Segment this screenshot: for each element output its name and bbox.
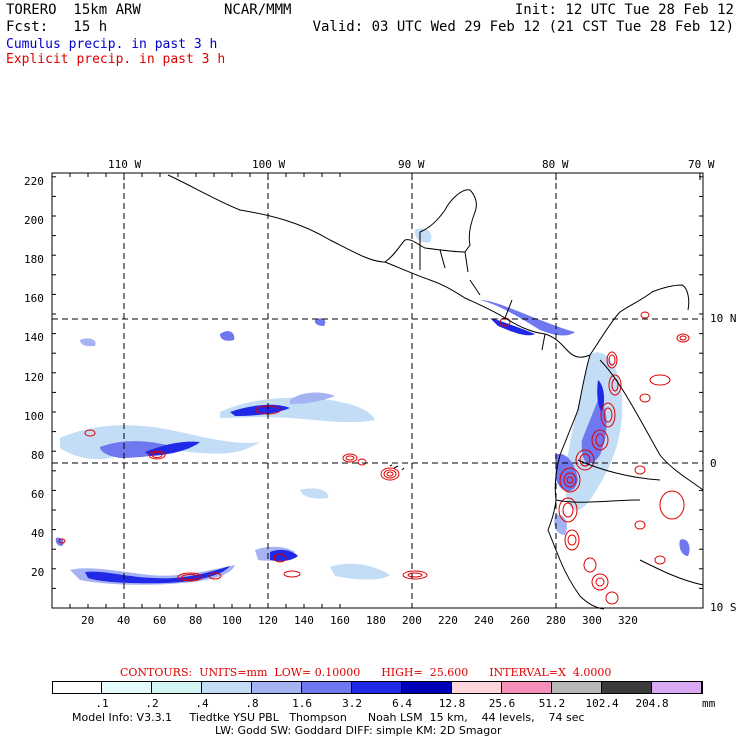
x-tick-label: 240 [474, 614, 494, 627]
lon-label-110w: 110 W [108, 158, 142, 171]
legend-label: 51.2 [538, 697, 566, 710]
legend-swatch [602, 681, 652, 693]
legend-swatch [552, 681, 602, 693]
organization: NCAR/MMM [224, 2, 292, 18]
legend-swatch [502, 681, 552, 693]
legend-swatch [202, 681, 252, 693]
legend-frame [52, 681, 703, 694]
x-tick-label: 140 [294, 614, 314, 627]
forecast-hour: Fcst: 15 h [6, 19, 108, 35]
cumulus-precip-shading [55, 228, 690, 585]
explicit-precip-contours [58, 311, 690, 605]
y-tick-label: 200 [24, 214, 44, 227]
x-tick-label: 280 [546, 614, 566, 627]
legend-swatch [252, 681, 302, 693]
legend-swatch [402, 681, 452, 693]
y-tick-label: 140 [24, 331, 44, 344]
x-tick-label: 20 [81, 614, 95, 627]
x-tick-label: 120 [258, 614, 278, 627]
lat-label-0: 0 [710, 457, 717, 470]
x-tick-label: 300 [582, 614, 602, 627]
lat-label-10s: 10 S [710, 601, 737, 614]
lat-lon-grid [52, 173, 703, 608]
legend-swatch [452, 681, 502, 693]
legend-label: 6.4 [392, 697, 412, 710]
legend-label: 25.6 [488, 697, 516, 710]
x-tick-label: 220 [438, 614, 458, 627]
model-info-line2: LW: Godd SW: Goddard DIFF: simple KM: 2D… [215, 724, 502, 737]
y-tick-label: 120 [24, 371, 44, 384]
legend-label: 102.4 [585, 697, 619, 710]
contours-info: CONTOURS: UNITS=mm LOW= 0.10000 HIGH= 25… [120, 666, 612, 679]
lon-label-90w: 90 W [398, 158, 425, 171]
lon-label-70w: 70 W [688, 158, 715, 171]
axis-ticks [51, 173, 703, 609]
x-tick-label: 100 [222, 614, 242, 627]
explicit-field-title: Explicit precip. in past 3 h [6, 52, 226, 67]
model-info-line1: Model Info: V3.3.1 Tiedtke YSU PBL Thomp… [72, 711, 585, 724]
coastlines [167, 174, 704, 610]
legend-label: 12.8 [438, 697, 466, 710]
y-tick-label: 60 [31, 488, 45, 501]
legend-swatch [102, 681, 152, 693]
map-frame [51, 172, 704, 609]
y-tick-label: 180 [24, 253, 44, 266]
x-tick-label: 180 [366, 614, 386, 627]
valid-time: Valid: 03 UTC Wed 29 Feb 12 (21 CST Tue … [312, 19, 734, 35]
y-tick-label: 20 [31, 566, 45, 579]
legend-swatch [352, 681, 402, 693]
y-tick-label: 80 [31, 449, 45, 462]
legend-swatch [152, 681, 202, 693]
legend-label: 1.6 [292, 697, 312, 710]
lon-label-80w: 80 W [542, 158, 569, 171]
cumulus-field-title: Cumulus precip. in past 3 h [6, 37, 218, 52]
legend-swatch [652, 681, 702, 693]
x-tick-label: 80 [189, 614, 203, 627]
y-tick-label: 160 [24, 292, 44, 305]
legend-label: .4 [195, 697, 209, 710]
legend-label: .8 [245, 697, 259, 710]
y-tick-label: 100 [24, 410, 44, 423]
model-title: TORERO 15km ARW [6, 2, 141, 18]
legend-swatch [302, 681, 352, 693]
legend-label: 3.2 [342, 697, 362, 710]
x-tick-label: 60 [153, 614, 167, 627]
legend-label: 204.8 [635, 697, 669, 710]
lon-label-100w: 100 W [252, 158, 286, 171]
legend-label: .1 [95, 697, 109, 710]
legend-label: .2 [145, 697, 159, 710]
init-time: Init: 12 UTC Tue 28 Feb 12 [514, 2, 734, 18]
x-tick-label: 260 [510, 614, 530, 627]
x-tick-label: 40 [117, 614, 131, 627]
legend-label: mm [702, 697, 716, 710]
x-tick-label: 200 [402, 614, 422, 627]
lat-label-10n: 10 N [710, 312, 737, 325]
x-tick-label: 320 [618, 614, 638, 627]
x-tick-label: 160 [330, 614, 350, 627]
y-tick-label: 220 [24, 175, 44, 188]
legend-swatch [52, 681, 102, 693]
y-tick-label: 40 [31, 527, 45, 540]
